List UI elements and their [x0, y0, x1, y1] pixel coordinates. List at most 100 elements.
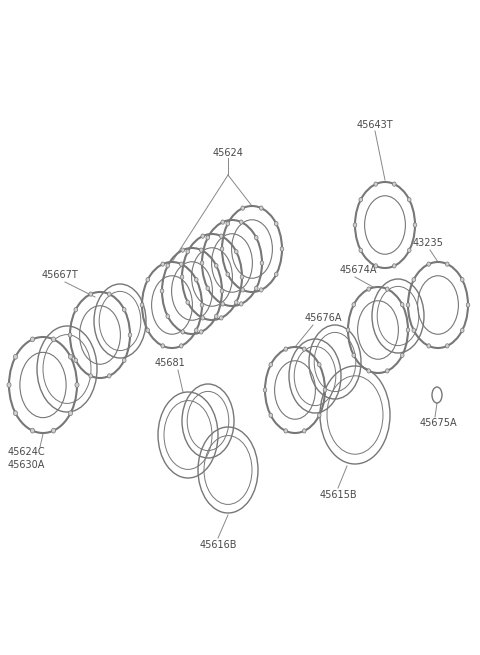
Ellipse shape: [412, 278, 416, 282]
Ellipse shape: [181, 329, 184, 334]
Ellipse shape: [69, 354, 72, 359]
Ellipse shape: [13, 354, 18, 359]
Ellipse shape: [240, 220, 243, 224]
Ellipse shape: [219, 234, 223, 238]
Ellipse shape: [408, 248, 411, 252]
Ellipse shape: [89, 292, 93, 296]
Ellipse shape: [146, 278, 150, 282]
Ellipse shape: [108, 374, 111, 378]
Ellipse shape: [128, 333, 132, 337]
Ellipse shape: [160, 289, 164, 293]
Ellipse shape: [374, 264, 378, 268]
Ellipse shape: [180, 275, 184, 279]
Ellipse shape: [234, 250, 238, 254]
Ellipse shape: [201, 316, 204, 320]
Ellipse shape: [13, 411, 18, 416]
Ellipse shape: [180, 344, 183, 348]
Ellipse shape: [359, 198, 362, 202]
Ellipse shape: [180, 262, 183, 266]
Ellipse shape: [241, 288, 244, 292]
Ellipse shape: [206, 236, 210, 240]
Ellipse shape: [260, 288, 263, 292]
Ellipse shape: [89, 374, 93, 378]
Ellipse shape: [194, 278, 198, 282]
Ellipse shape: [374, 182, 378, 186]
Ellipse shape: [460, 278, 464, 282]
Ellipse shape: [427, 262, 431, 266]
Ellipse shape: [359, 248, 362, 252]
Ellipse shape: [166, 263, 169, 268]
Ellipse shape: [220, 289, 224, 293]
Ellipse shape: [219, 316, 223, 320]
Ellipse shape: [201, 234, 204, 238]
Text: 45616B: 45616B: [199, 540, 237, 550]
Ellipse shape: [215, 263, 218, 268]
Ellipse shape: [186, 300, 190, 305]
Ellipse shape: [352, 303, 356, 307]
Ellipse shape: [241, 206, 244, 210]
Ellipse shape: [108, 292, 111, 296]
Ellipse shape: [466, 303, 470, 307]
Ellipse shape: [393, 182, 396, 186]
Ellipse shape: [400, 353, 404, 358]
Ellipse shape: [75, 383, 79, 387]
Ellipse shape: [221, 302, 225, 306]
Ellipse shape: [181, 248, 184, 252]
Text: 45676A: 45676A: [304, 313, 342, 323]
Ellipse shape: [186, 250, 190, 254]
Ellipse shape: [367, 287, 371, 291]
Ellipse shape: [30, 428, 35, 433]
Ellipse shape: [275, 221, 278, 226]
Ellipse shape: [346, 328, 350, 332]
Ellipse shape: [30, 337, 35, 342]
Ellipse shape: [200, 329, 203, 334]
Ellipse shape: [146, 328, 150, 333]
Ellipse shape: [240, 275, 244, 279]
Text: 45624: 45624: [213, 148, 243, 158]
Ellipse shape: [260, 261, 264, 265]
Ellipse shape: [408, 198, 411, 202]
Ellipse shape: [240, 302, 243, 306]
Text: 45643T: 45643T: [357, 120, 393, 130]
Ellipse shape: [7, 383, 11, 387]
Ellipse shape: [234, 300, 238, 305]
Ellipse shape: [280, 247, 284, 251]
Ellipse shape: [200, 248, 203, 252]
Ellipse shape: [140, 303, 144, 307]
Ellipse shape: [254, 286, 258, 290]
Ellipse shape: [269, 363, 273, 367]
Ellipse shape: [226, 272, 229, 276]
Ellipse shape: [323, 388, 327, 392]
Text: 45675A: 45675A: [420, 418, 457, 428]
Ellipse shape: [460, 328, 464, 333]
Text: 45667T: 45667T: [42, 270, 79, 280]
Ellipse shape: [393, 264, 396, 268]
Ellipse shape: [226, 221, 229, 226]
Ellipse shape: [161, 262, 165, 266]
Ellipse shape: [122, 358, 126, 362]
Ellipse shape: [352, 353, 356, 358]
Ellipse shape: [74, 308, 78, 312]
Ellipse shape: [317, 363, 321, 367]
Ellipse shape: [51, 428, 56, 433]
Text: 45681: 45681: [155, 358, 186, 368]
Text: 45615B: 45615B: [319, 490, 357, 500]
Ellipse shape: [284, 347, 288, 351]
Ellipse shape: [254, 236, 258, 240]
Ellipse shape: [69, 411, 72, 416]
Ellipse shape: [215, 314, 218, 318]
Ellipse shape: [161, 344, 165, 348]
Ellipse shape: [317, 413, 321, 417]
Ellipse shape: [263, 388, 267, 392]
Ellipse shape: [200, 303, 204, 307]
Ellipse shape: [275, 272, 278, 276]
Ellipse shape: [385, 369, 389, 373]
Ellipse shape: [302, 347, 306, 351]
Ellipse shape: [406, 303, 410, 307]
Ellipse shape: [74, 358, 78, 362]
Ellipse shape: [400, 303, 404, 307]
Ellipse shape: [385, 287, 389, 291]
Ellipse shape: [260, 206, 263, 210]
Ellipse shape: [284, 429, 288, 433]
Ellipse shape: [427, 344, 431, 348]
